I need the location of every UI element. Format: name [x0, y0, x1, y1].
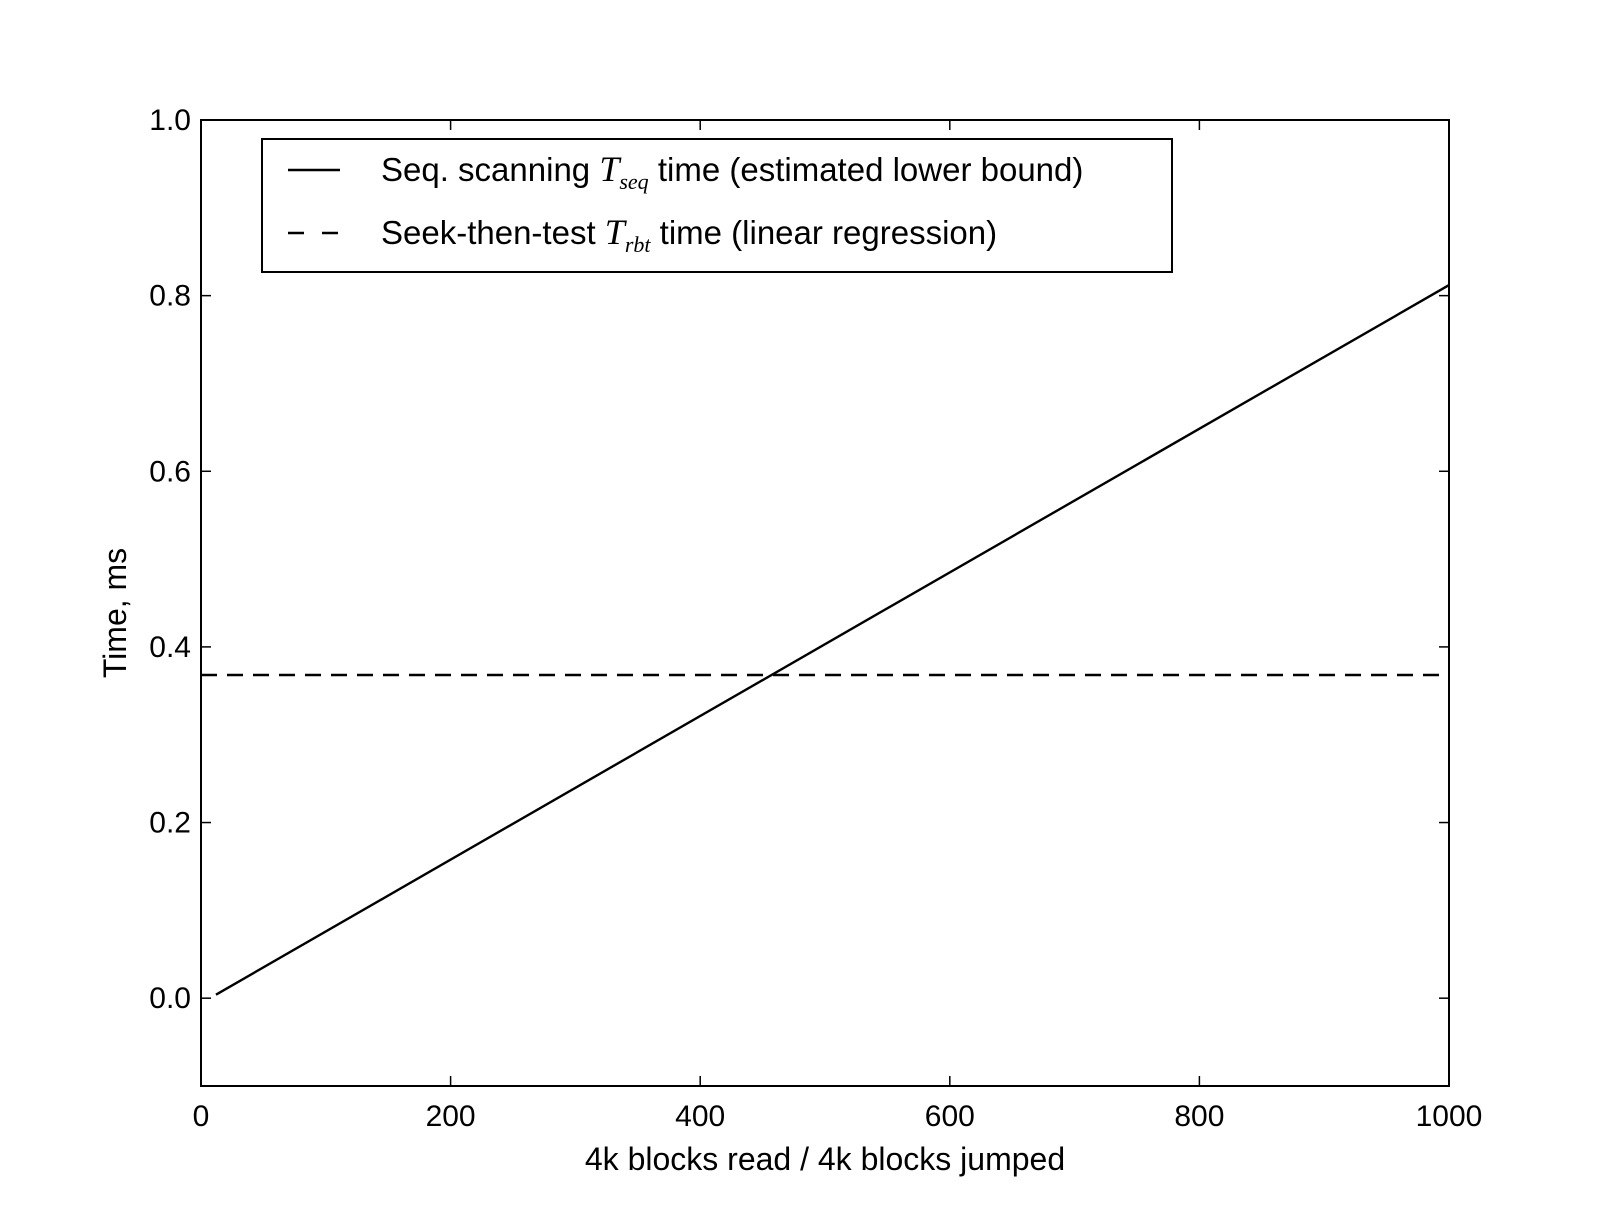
- x-tick-label: 1000: [1416, 1100, 1483, 1133]
- axes-frame: [200, 119, 1450, 1087]
- y-tick-label: 0.8: [149, 280, 191, 313]
- series-line-1: [215, 284, 1449, 996]
- x-tick-label: 800: [1174, 1100, 1224, 1133]
- legend-label-2: Seek-then-test Trbt time (linear regress…: [381, 212, 997, 257]
- legend: Seq. scanning Tseq time (estimated lower…: [261, 138, 1173, 273]
- y-tick-label: 0.2: [149, 807, 191, 840]
- y-tick-label: 0.4: [149, 631, 191, 664]
- series-layer: [201, 284, 1449, 996]
- x-axis-label: 4k blocks read / 4k blocks jumped: [585, 1141, 1065, 1177]
- x-tick-label: 400: [675, 1100, 725, 1133]
- x-tick-label: 600: [925, 1100, 975, 1133]
- x-tick-label: 0: [193, 1100, 210, 1133]
- x-tick-label: 200: [426, 1100, 476, 1133]
- y-tick-label: 0.0: [149, 982, 191, 1015]
- legend-box: [261, 138, 1173, 273]
- y-tick-label: 1.0: [149, 104, 191, 137]
- y-tick-label: 0.6: [149, 455, 191, 488]
- y-axis-label: Time, ms: [97, 548, 133, 678]
- legend-label-1: Seq. scanning Tseq time (estimated lower…: [381, 149, 1083, 194]
- ticks-layer: 0 200 400 600 800 1000 0.0 0.2 0.4 0.6 0.8 1.0: [149, 104, 1482, 1133]
